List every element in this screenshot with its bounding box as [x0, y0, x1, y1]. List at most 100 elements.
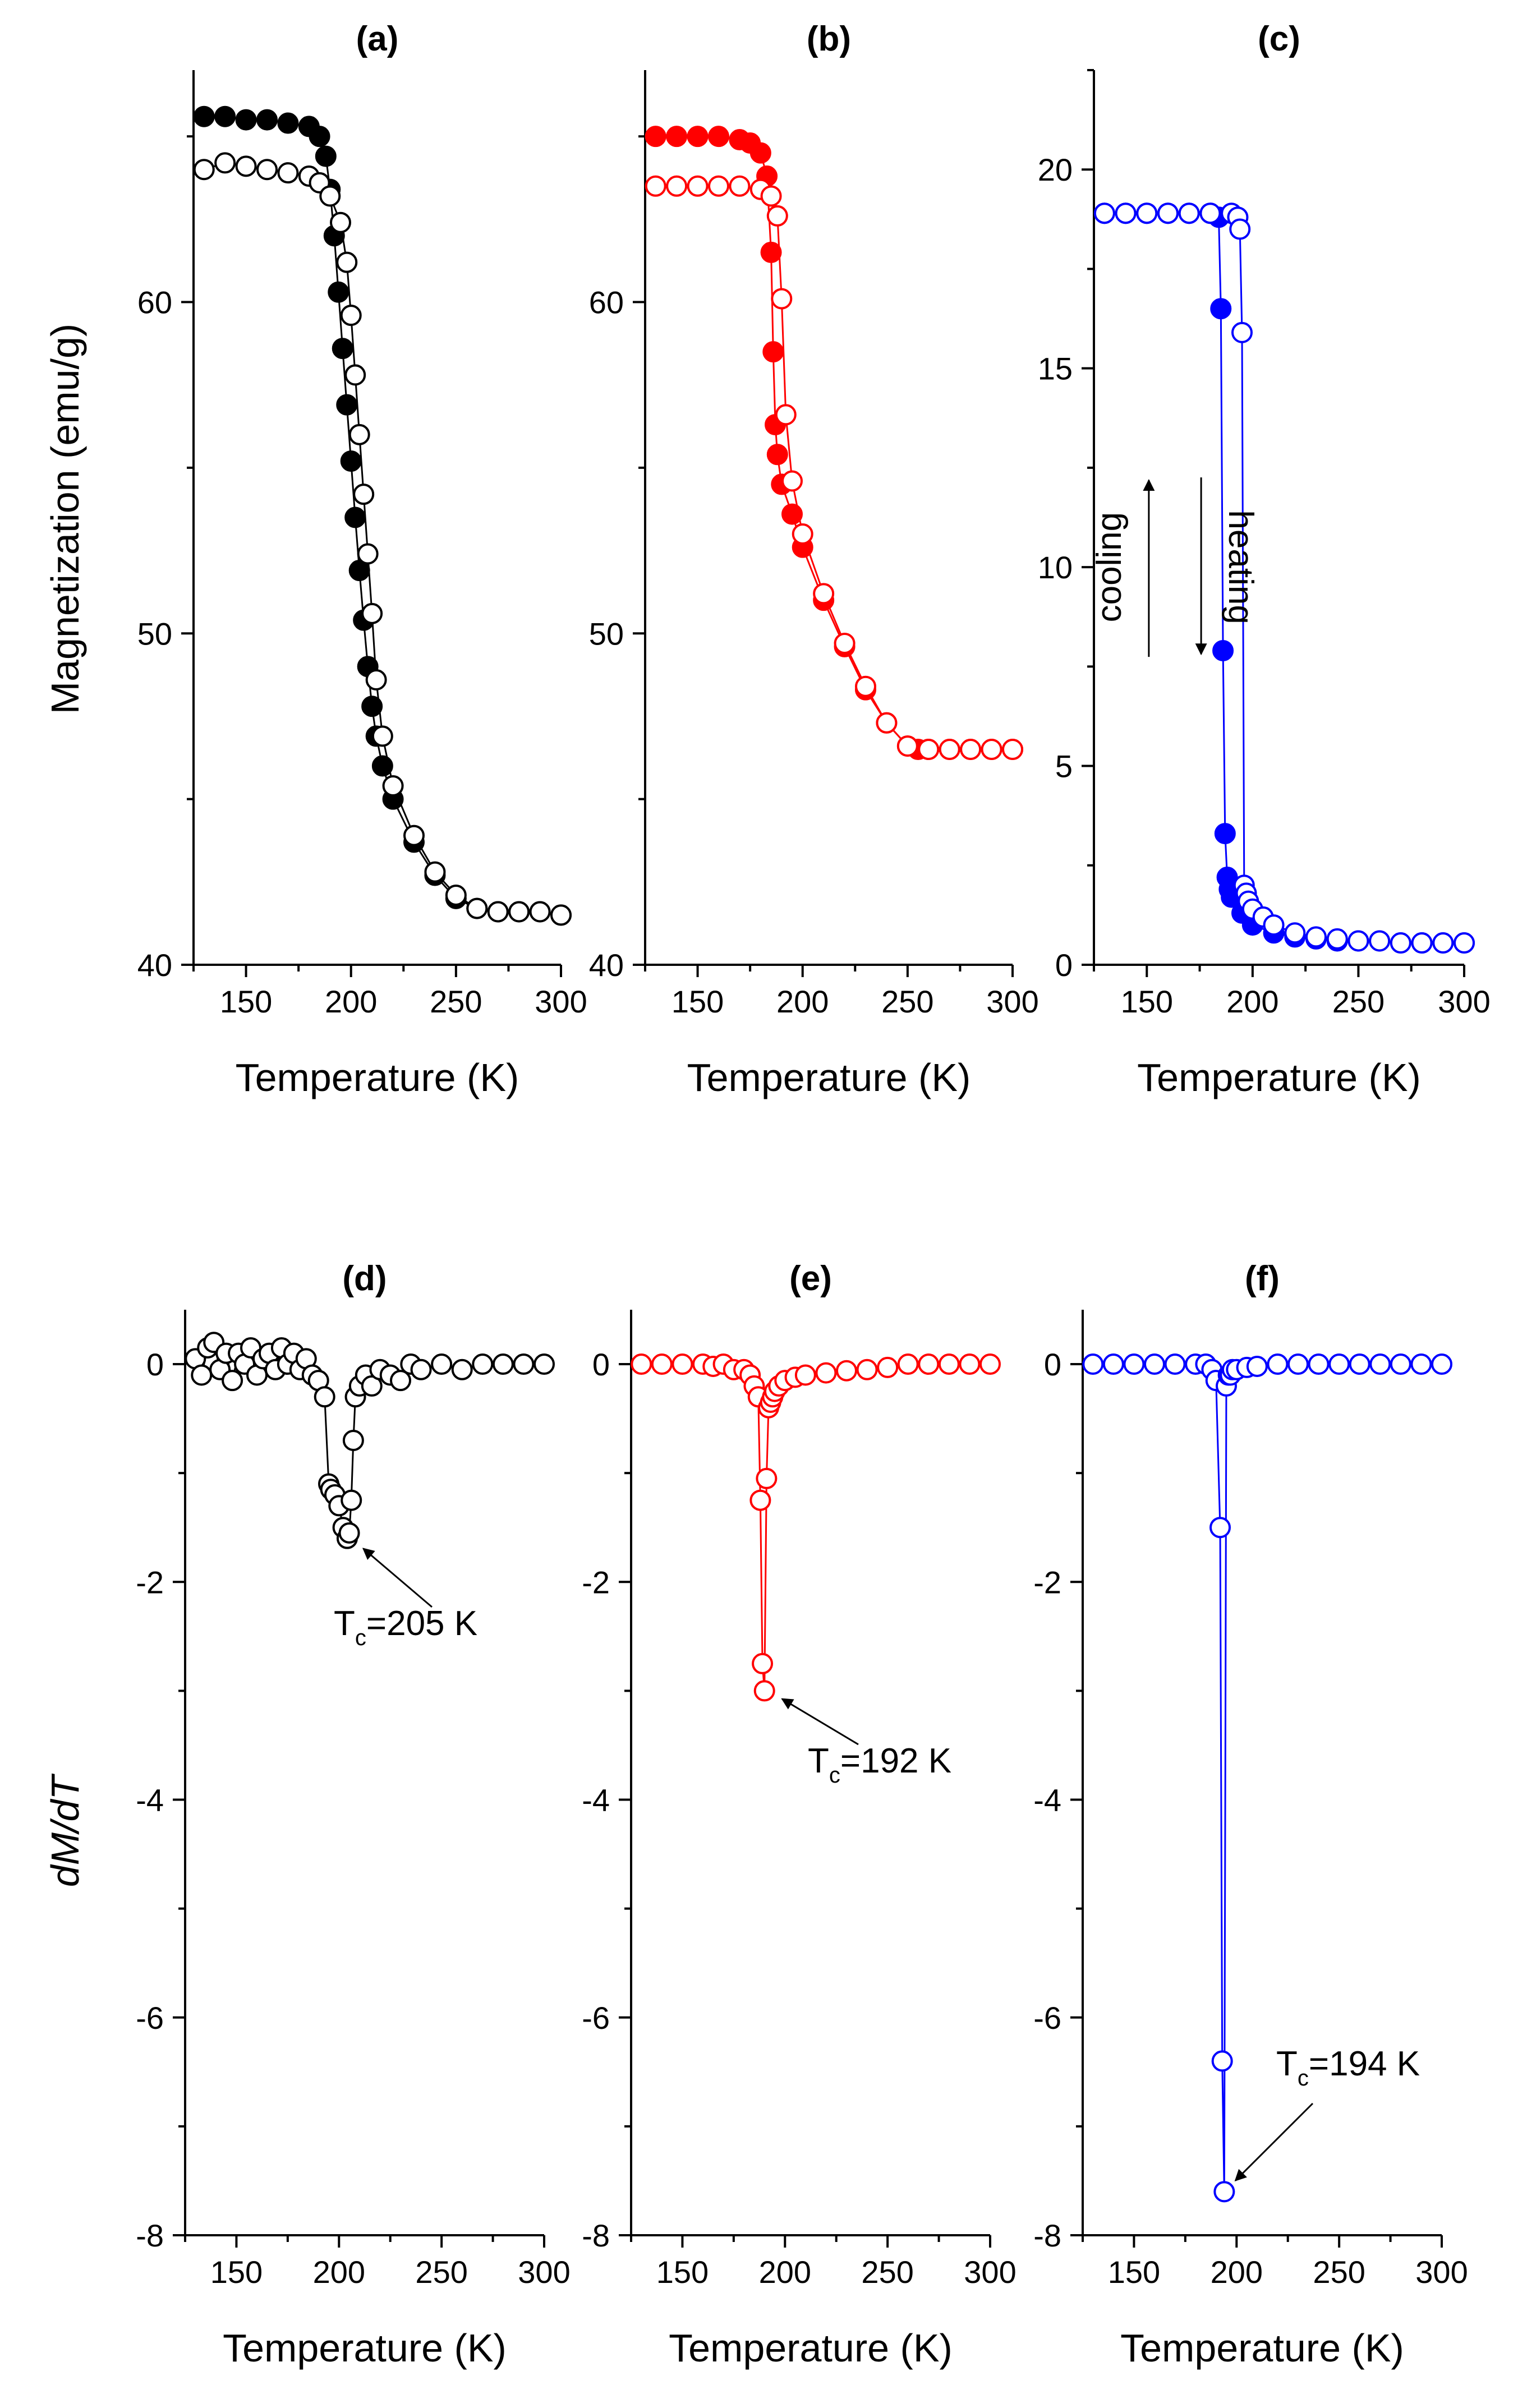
x-tick-label: 300 — [1438, 984, 1490, 1019]
tc-subscript: c — [1298, 2066, 1309, 2091]
x-tick-label: 200 — [1226, 984, 1278, 1019]
series-line — [655, 185, 1013, 751]
panel-title: (f) — [1245, 1259, 1280, 1298]
data-point-open — [1390, 932, 1411, 954]
data-point-open — [918, 1353, 940, 1375]
series-line — [655, 135, 1013, 751]
data-point-open — [813, 583, 835, 605]
x-tick-label: 150 — [210, 2254, 263, 2290]
data-point-filled — [645, 126, 666, 148]
data-point-open — [855, 675, 876, 697]
data-point-open — [981, 739, 1002, 761]
data-point-open — [1347, 930, 1369, 952]
panel-title: (a) — [356, 20, 399, 58]
x-tick-label: 250 — [430, 984, 482, 1019]
data-point-open — [353, 484, 375, 505]
data-point-open — [1209, 1517, 1231, 1539]
data-point-filled — [235, 109, 257, 131]
data-point-open — [960, 739, 982, 761]
x-tick-label: 300 — [518, 2254, 570, 2290]
data-point-open — [193, 159, 215, 181]
panel-a: (a) 150 200 250 300 40 50 60 Temperature (K) — [137, 20, 587, 1099]
data-point-open — [645, 175, 666, 197]
series-line — [1104, 212, 1464, 944]
data-point-open — [472, 1353, 494, 1375]
y-tick-label: 40 — [137, 947, 172, 983]
tc-arrow — [1234, 2102, 1314, 2182]
data-point-open — [314, 1386, 335, 1408]
x-tick-label: 200 — [1211, 2254, 1263, 2290]
data-point-open — [466, 897, 488, 919]
data-point-open — [836, 1360, 857, 1382]
data-point-open — [410, 1359, 432, 1380]
data-point-open — [1328, 1353, 1350, 1375]
x-tick-label: 300 — [535, 984, 587, 1019]
data-point-filled — [277, 112, 299, 134]
data-point-open — [1284, 922, 1306, 944]
data-point-open — [1199, 202, 1221, 224]
panel-title: (e) — [789, 1259, 832, 1298]
data-point-open — [781, 470, 803, 492]
data-point-filled — [193, 105, 215, 127]
data-point-open — [876, 712, 898, 734]
data-point-filled — [328, 281, 349, 303]
x-axis-title: Temperature (K) — [1137, 1056, 1421, 1099]
data-point-open — [357, 543, 379, 565]
data-point-open — [1164, 1353, 1186, 1375]
tc-arrow — [781, 1698, 859, 1746]
data-point-filled — [1210, 298, 1232, 320]
y-tick-label: -6 — [1033, 2000, 1061, 2036]
data-point-open — [1305, 926, 1327, 948]
data-point-open — [1229, 218, 1251, 240]
data-point-filled — [340, 450, 362, 472]
data-point-open — [794, 1364, 816, 1386]
data-point-open — [856, 1359, 878, 1380]
data-point-open — [508, 901, 530, 923]
data-point-open — [1267, 1353, 1289, 1375]
data-point-open — [513, 1353, 535, 1375]
x-tick-label: 250 — [881, 984, 933, 1019]
data-point-open — [729, 175, 751, 197]
series-line — [204, 162, 562, 916]
data-point-open — [222, 1370, 243, 1392]
data-point-open — [342, 1429, 364, 1451]
tc-arrow — [362, 1548, 433, 1608]
data-point-filled — [361, 696, 383, 717]
data-point-open — [979, 1353, 1001, 1375]
data-point-open — [1326, 928, 1348, 950]
data-point-open — [348, 423, 370, 445]
data-point-open — [1411, 932, 1433, 954]
data-point-open — [344, 364, 366, 386]
data-point-open — [918, 739, 940, 761]
data-point-filled — [762, 341, 784, 363]
data-point-open — [336, 251, 358, 273]
data-point-open — [708, 175, 729, 197]
data-point-open — [1136, 202, 1158, 224]
x-tick-label: 200 — [313, 2254, 365, 2290]
y-tick-label: 50 — [589, 616, 624, 651]
data-point-open — [1454, 932, 1475, 954]
data-point-open — [1123, 1353, 1145, 1375]
data-point-filled — [309, 126, 330, 148]
y-tick-label: 0 — [1044, 1347, 1061, 1382]
data-point-open — [319, 185, 341, 207]
data-point-open — [451, 1359, 473, 1380]
data-point-open — [792, 523, 813, 545]
y-tick-label: -2 — [582, 1564, 610, 1600]
data-point-open — [330, 211, 351, 233]
panel-c: (c) 150 200 250 300 0 5 10 15 20 Temperature (K) co… — [1038, 20, 1491, 1099]
data-point-open — [1263, 914, 1285, 936]
data-point-open — [1349, 1353, 1370, 1375]
data-point-open — [897, 1353, 919, 1375]
data-point-open — [341, 1489, 362, 1511]
tc-value: =194 K — [1309, 2045, 1420, 2083]
x-tick-label: 250 — [861, 2254, 913, 2290]
data-point-open — [1246, 1355, 1268, 1377]
data-point-open — [390, 1370, 411, 1392]
data-point-open — [1093, 202, 1115, 224]
x-axis-title: Temperature (K) — [223, 2326, 507, 2370]
x-axis-title: Temperature (K) — [669, 2326, 953, 2370]
tc-annotation: Tc=194 K — [1276, 2045, 1420, 2091]
data-point-filled — [749, 142, 771, 164]
data-point-open — [1115, 202, 1137, 224]
